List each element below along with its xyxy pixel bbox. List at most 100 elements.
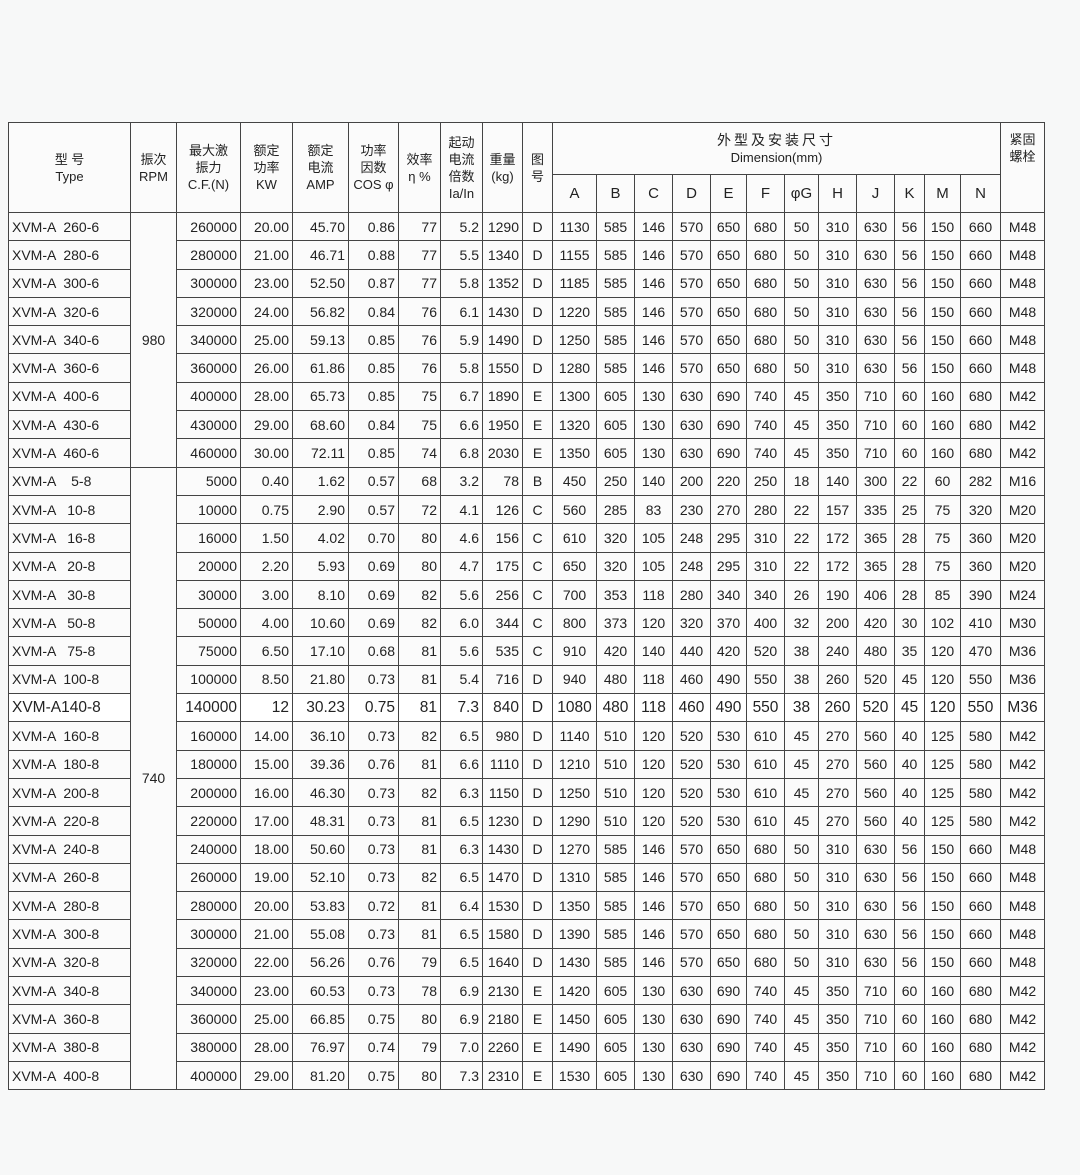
value-cell: 1270 bbox=[552, 834, 597, 864]
value-cell: 1150 bbox=[482, 777, 523, 808]
value-cell: 630 bbox=[672, 1032, 711, 1062]
value-cell: 740 bbox=[746, 410, 785, 440]
value-cell: E bbox=[522, 381, 553, 412]
motor-spec-table: 型 号 Type 振次 RPM 最大激 振力 C.F.(N) 额定 功率 KW 额定 电流 AM… bbox=[8, 122, 1045, 1091]
value-cell: 22 bbox=[784, 494, 819, 525]
value-cell: 630 bbox=[856, 891, 895, 921]
value-cell: 580 bbox=[960, 806, 1001, 836]
value-cell: 172 bbox=[818, 551, 857, 581]
value-cell: 570 bbox=[672, 325, 711, 355]
value-cell: 680 bbox=[746, 947, 785, 978]
model-cell: XVM-A 100-8 bbox=[8, 664, 131, 695]
value-cell: 120 bbox=[634, 608, 673, 638]
value-cell: C bbox=[522, 551, 553, 581]
value-cell: 45 bbox=[784, 410, 819, 440]
value-cell: 310 bbox=[818, 296, 857, 327]
value-cell: 52.10 bbox=[292, 862, 349, 893]
value-cell: 270 bbox=[818, 777, 857, 808]
value-cell: 0.88 bbox=[348, 240, 399, 270]
model-cell: XVM-A 360-8 bbox=[8, 1004, 131, 1034]
value-cell: 157 bbox=[818, 494, 857, 525]
header-line: 额定 bbox=[253, 143, 280, 158]
value-cell: 680 bbox=[746, 834, 785, 864]
table-row: XVM-A 320-6 320000 24.00 56.82 0.84 76 6.1 1430… bbox=[8, 296, 1045, 327]
value-cell: 256 bbox=[482, 579, 523, 610]
value-cell: 250 bbox=[596, 466, 635, 496]
model-cell: XVM-A 5-8 bbox=[8, 466, 131, 496]
value-cell: 570 bbox=[672, 834, 711, 864]
value-cell: M36 bbox=[1000, 693, 1045, 723]
value-cell: 340 bbox=[746, 579, 785, 610]
value-cell: 28 bbox=[894, 523, 925, 553]
value-cell: 81 bbox=[398, 834, 441, 864]
value-cell: 50 bbox=[784, 211, 819, 242]
table-row: XVM-A 430-6 430000 29.00 68.60 0.84 75 6.6 1950… bbox=[8, 410, 1045, 440]
value-cell: 40 bbox=[894, 749, 925, 779]
value-cell: 60 bbox=[894, 438, 925, 468]
value-cell: 180000 bbox=[176, 749, 241, 779]
table-row: XVM-A 300-8 300000 21.00 55.08 0.73 81 6.5 1580… bbox=[8, 919, 1045, 949]
value-cell: 660 bbox=[960, 325, 1001, 355]
value-cell: 120 bbox=[924, 636, 961, 666]
value-cell: 61.86 bbox=[292, 353, 349, 383]
value-cell: 2260 bbox=[482, 1032, 523, 1062]
value-cell: 150 bbox=[924, 211, 961, 242]
value-cell: 400 bbox=[746, 608, 785, 638]
value-cell: 630 bbox=[672, 410, 711, 440]
header-line: 倍数 bbox=[448, 168, 475, 184]
value-cell: 260 bbox=[818, 693, 857, 723]
value-cell: 65.73 bbox=[292, 381, 349, 412]
value-cell: E bbox=[522, 438, 553, 468]
value-cell: 0.75 bbox=[348, 1004, 399, 1034]
value-cell: 45 bbox=[894, 693, 925, 723]
value-cell: E bbox=[522, 976, 553, 1006]
value-cell: 0.84 bbox=[348, 410, 399, 440]
value-cell: 650 bbox=[710, 947, 747, 978]
header-dim-col: C bbox=[634, 174, 673, 213]
value-cell: E bbox=[522, 1004, 553, 1034]
value-cell: 310 bbox=[818, 325, 857, 355]
value-cell: 1530 bbox=[552, 1060, 597, 1091]
value-cell: 18.00 bbox=[240, 834, 293, 864]
value-cell: 81 bbox=[398, 693, 441, 723]
value-cell: 270 bbox=[710, 494, 747, 525]
value-cell: 260000 bbox=[176, 211, 241, 242]
header-cos: 功率 因数 COS φ bbox=[348, 122, 399, 213]
value-cell: 630 bbox=[856, 211, 895, 242]
value-cell: 1350 bbox=[552, 891, 597, 921]
value-cell: 220000 bbox=[176, 806, 241, 836]
value-cell: 550 bbox=[746, 664, 785, 695]
value-cell: 0.73 bbox=[348, 976, 399, 1006]
value-cell: 28 bbox=[894, 551, 925, 581]
value-cell: 4.6 bbox=[440, 523, 483, 553]
value-cell: 320000 bbox=[176, 296, 241, 327]
value-cell: 81 bbox=[398, 806, 441, 836]
value-cell: 150 bbox=[924, 296, 961, 327]
value-cell: 5.9 bbox=[440, 325, 483, 355]
value-cell: 450 bbox=[552, 466, 597, 496]
value-cell: 190 bbox=[818, 579, 857, 610]
value-cell: 480 bbox=[596, 664, 635, 695]
value-cell: 120 bbox=[924, 664, 961, 695]
value-cell: 350 bbox=[818, 381, 857, 412]
value-cell: 28.00 bbox=[240, 381, 293, 412]
value-cell: 22.00 bbox=[240, 947, 293, 978]
value-cell: 32 bbox=[784, 608, 819, 638]
value-cell: 6.9 bbox=[440, 976, 483, 1006]
value-cell: 125 bbox=[924, 749, 961, 779]
value-cell: 60 bbox=[894, 381, 925, 412]
value-cell: 585 bbox=[596, 834, 635, 864]
value-cell: 585 bbox=[596, 947, 635, 978]
model-cell: XVM-A 430-6 bbox=[8, 410, 131, 440]
header-line: 螺栓 bbox=[1009, 149, 1036, 164]
value-cell: 125 bbox=[924, 777, 961, 808]
value-cell: M42 bbox=[1000, 438, 1045, 468]
value-cell: 140 bbox=[818, 466, 857, 496]
value-cell: 630 bbox=[856, 240, 895, 270]
header-figure: 图号 bbox=[522, 122, 553, 213]
value-cell: 6.5 bbox=[440, 947, 483, 978]
header-dim-col: A bbox=[552, 174, 597, 213]
value-cell: 60.53 bbox=[292, 976, 349, 1006]
header-line: (kg) bbox=[491, 168, 514, 184]
value-cell: 740 bbox=[746, 381, 785, 412]
